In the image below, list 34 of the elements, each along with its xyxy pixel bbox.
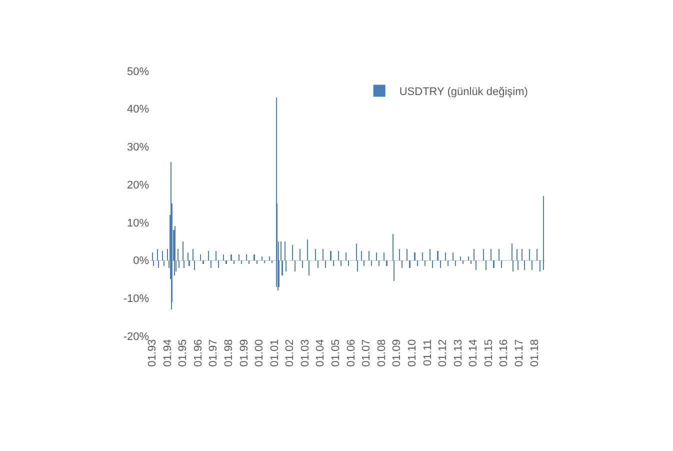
x-tick-label: 01.03 — [299, 339, 312, 367]
legend-label: USDTRY (günlük değişim) — [399, 86, 528, 98]
y-tick-label: 10% — [126, 217, 150, 230]
x-tick-label: 01.01 — [268, 339, 281, 367]
y-tick-label: 40% — [126, 104, 150, 116]
y-tick-label: 20% — [126, 179, 150, 192]
x-tick-label: 01.96 — [192, 339, 204, 367]
x-tick-label: 01.18 — [528, 339, 541, 367]
x-tick-label: 01.16 — [498, 339, 510, 367]
y-tick-label: 50% — [126, 66, 150, 78]
y-tick-label: 0% — [133, 255, 150, 268]
x-tick-label: 01.06 — [345, 339, 358, 367]
x-tick-label: 01.10 — [406, 339, 418, 367]
x-tick-label: 01.11 — [422, 339, 434, 366]
x-tick-label: 01.14 — [468, 339, 480, 367]
x-tick-label: 01.00 — [254, 339, 266, 367]
x-tick-label: 01.04 — [314, 339, 327, 367]
x-tick-label: 01.07 — [360, 339, 373, 367]
y-tick-label: -10% — [123, 292, 150, 305]
x-tick-label: 01.93 — [146, 339, 159, 367]
x-tick-label: 01.99 — [238, 339, 250, 367]
x-tick-label: 01.95 — [177, 339, 190, 367]
x-tick-label: 01.09 — [391, 339, 404, 367]
x-tick-label: 01.15 — [482, 339, 495, 367]
x-tick-label: 01.12 — [437, 339, 450, 367]
x-tick-label: 01.94 — [162, 339, 174, 367]
x-tick-label: 01.05 — [330, 339, 342, 367]
y-tick-label: 30% — [126, 142, 150, 154]
x-tick-label: 01.17 — [514, 339, 526, 367]
x-tick-label: 01.08 — [376, 339, 388, 367]
x-tick-label: 01.98 — [222, 339, 235, 367]
x-tick-label: 01.13 — [452, 339, 464, 367]
x-tick-label: 01.02 — [284, 339, 296, 367]
x-tick-label: 01.97 — [208, 339, 220, 367]
